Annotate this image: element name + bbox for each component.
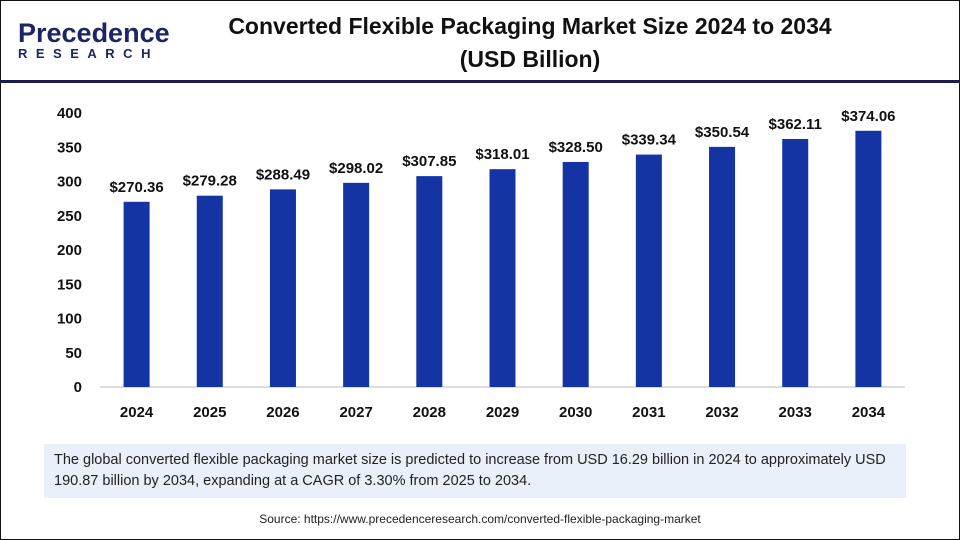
bar bbox=[855, 130, 882, 387]
data-label: $328.50 bbox=[549, 139, 603, 156]
header-divider bbox=[0, 80, 960, 83]
data-label: $279.28 bbox=[183, 173, 237, 190]
x-tick-label: 2031 bbox=[632, 404, 665, 421]
y-tick-label: 300 bbox=[57, 174, 82, 191]
data-label: $270.36 bbox=[109, 179, 163, 196]
bar bbox=[196, 195, 223, 387]
title-line-1: Converted Flexible Packaging Market Size… bbox=[228, 13, 832, 39]
bar bbox=[123, 201, 150, 387]
bar bbox=[416, 176, 443, 387]
y-tick-label: 350 bbox=[57, 139, 82, 156]
logo: Precedence RESEARCH bbox=[18, 18, 170, 62]
data-label: $288.49 bbox=[256, 166, 310, 183]
title-line-2: (USD Billion) bbox=[459, 46, 601, 72]
x-tick-label: 2027 bbox=[339, 404, 372, 421]
y-tick-label: 200 bbox=[57, 242, 82, 259]
x-tick-label: 2032 bbox=[705, 404, 738, 421]
data-label: $339.34 bbox=[622, 132, 677, 149]
y-tick-label: 150 bbox=[57, 276, 82, 293]
x-tick-label: 2030 bbox=[559, 404, 592, 421]
data-label: $374.06 bbox=[841, 108, 895, 125]
y-tick-label: 250 bbox=[57, 208, 82, 225]
data-label: $350.54 bbox=[695, 124, 750, 141]
y-tick-label: 100 bbox=[57, 311, 82, 328]
bar bbox=[782, 138, 809, 387]
bar bbox=[489, 169, 516, 387]
data-label: $298.02 bbox=[329, 160, 383, 177]
bar bbox=[709, 146, 736, 387]
bar bbox=[269, 189, 296, 387]
x-tick-label: 2028 bbox=[413, 404, 446, 421]
x-tick-label: 2025 bbox=[193, 404, 226, 421]
y-tick-label: 50 bbox=[65, 345, 82, 362]
data-label: $318.01 bbox=[475, 146, 529, 163]
x-tick-label: 2033 bbox=[779, 404, 812, 421]
x-tick-label: 2026 bbox=[266, 404, 299, 421]
logo-brand-bottom: RESEARCH bbox=[18, 46, 159, 61]
x-tick-label: 2034 bbox=[852, 404, 886, 421]
x-tick-label: 2029 bbox=[486, 404, 519, 421]
y-tick-label: 0 bbox=[74, 379, 82, 396]
logo-brand-top: Precedence bbox=[18, 18, 170, 48]
y-tick-label: 400 bbox=[57, 105, 82, 122]
data-label: $307.85 bbox=[402, 153, 456, 170]
source-text: Source: https://www.precedenceresearch.c… bbox=[259, 512, 701, 526]
bar bbox=[635, 154, 662, 387]
bar bbox=[343, 182, 370, 387]
bar bbox=[562, 161, 589, 387]
data-label: $362.11 bbox=[769, 116, 822, 133]
summary-note: The global converted flexible packaging … bbox=[44, 444, 906, 498]
x-tick-label: 2024 bbox=[120, 404, 154, 421]
chart-title: Converted Flexible Packaging Market Size… bbox=[200, 10, 860, 76]
